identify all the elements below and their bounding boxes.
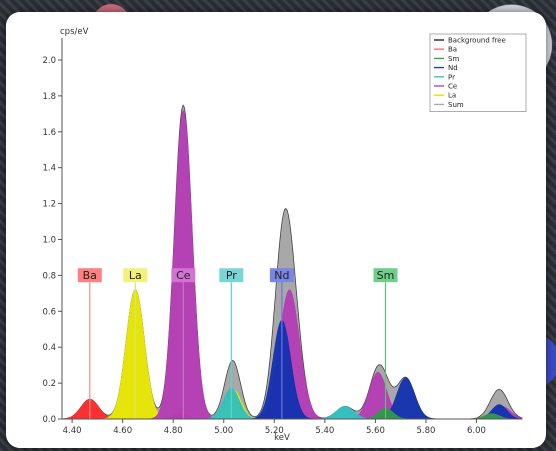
y-axis-label: cps/eV [60, 27, 89, 37]
x-tick-label-5.60: 5.60 [366, 426, 385, 436]
marker-box-pr [219, 268, 244, 283]
x-tick-label-5.00: 5.00 [214, 426, 233, 436]
marker-box-nd [269, 268, 294, 283]
legend-label-7: Sum [448, 101, 464, 109]
legend-label-3: Nd [448, 64, 458, 72]
marker-label-pr: Pr [226, 269, 237, 282]
y-tick-label-0.6: 0.6 [42, 307, 56, 317]
x-tick-label-4.60: 4.60 [113, 426, 132, 436]
legend-label-6: La [448, 92, 456, 100]
x-tick-label-5.80: 5.80 [416, 426, 435, 436]
marker-box-sm [373, 268, 398, 283]
marker-ba: Ba [77, 268, 102, 419]
y-tick-label-0.4: 0.4 [42, 343, 56, 353]
marker-nd: Nd [269, 268, 294, 419]
marker-box-ba [77, 268, 102, 283]
marker-box-ce [171, 268, 196, 283]
y-tick-label-1.8: 1.8 [42, 92, 56, 102]
legend-label-0: Background free [448, 37, 506, 45]
x-tick-label-6.00: 6.00 [467, 426, 486, 436]
marker-ce: Ce [171, 268, 196, 419]
legend-label-5: Ce [448, 83, 457, 91]
axes: 0.0 0.2 0.4 0.6 0.8 1.0 1.2 1.4 1.6 1.8 2.0 4.40 4.6… [42, 38, 522, 436]
marker-label-la: La [129, 269, 142, 282]
legend-label-1: Ba [448, 46, 457, 54]
marker-la: La [123, 268, 148, 419]
marker-label-nd: Nd [274, 269, 289, 282]
marker-box-la [123, 268, 148, 283]
marker-label-sm: Sm [377, 269, 395, 282]
x-tick-label-5.20: 5.20 [265, 426, 284, 436]
x-tick-label-4.80: 4.80 [164, 426, 183, 436]
legend-box [429, 33, 527, 112]
legend-label-2: Sm [448, 55, 459, 63]
y-tick-label-0.2: 0.2 [42, 379, 56, 389]
element-markers: Ba La Ce Pr Nd Sm [77, 268, 398, 419]
marker-label-ce: Ce [176, 269, 191, 282]
legend-label-4: Pr [448, 73, 455, 81]
eds-spectrum-chart: cps/eV keV Ba La Ce Pr Nd Sm 0.00.20.40.60.81… [6, 12, 546, 448]
marker-label-ba: Ba [83, 269, 97, 282]
y-tick-label-1.0: 1.0 [42, 235, 56, 245]
x-axis-label: keV [274, 433, 290, 443]
y-tick-label-0.0: 0.0 [42, 415, 56, 425]
y-tick-label-1.2: 1.2 [42, 200, 56, 210]
x-tick-label-5.40: 5.40 [315, 426, 334, 436]
marker-pr: Pr [219, 268, 244, 419]
y-tick-label-0.8: 0.8 [42, 271, 56, 281]
marker-sm: Sm [373, 268, 398, 419]
y-tick-label-1.4: 1.4 [42, 164, 56, 174]
y-tick-label-1.6: 1.6 [42, 128, 56, 138]
spectrum-panel: cps/eV keV Ba La Ce Pr Nd Sm 0.0 0.2 0.4 0.6 0.8 1… [6, 12, 546, 448]
x-tick-label-4.40: 4.40 [63, 426, 82, 436]
y-tick-label-2.0: 2.0 [42, 56, 56, 66]
